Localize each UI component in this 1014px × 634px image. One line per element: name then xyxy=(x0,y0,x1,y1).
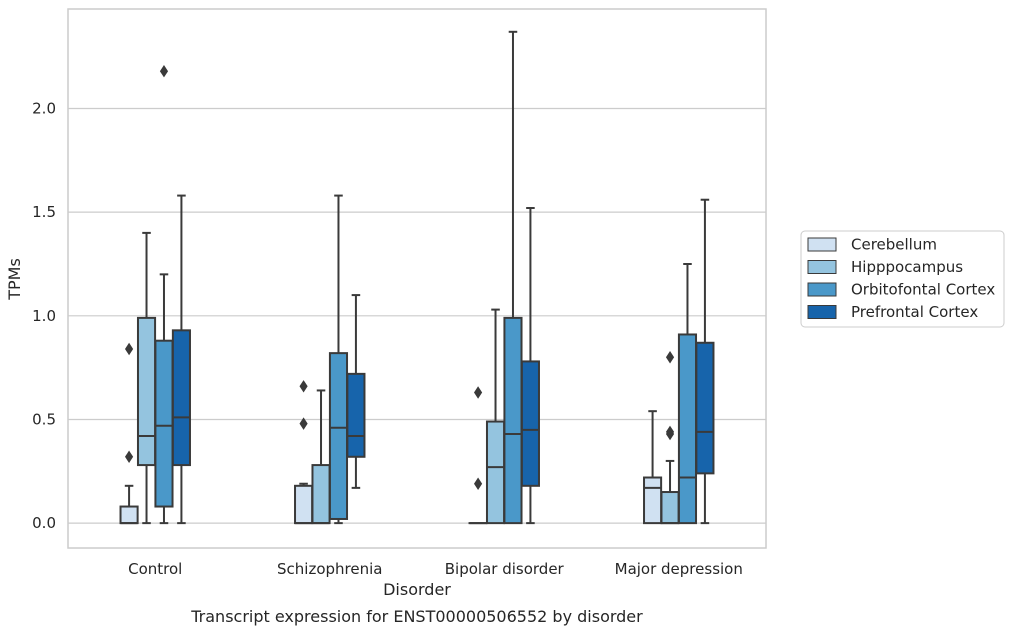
box-group xyxy=(643,198,715,525)
box-body xyxy=(643,476,663,525)
outlier-marker xyxy=(473,386,483,399)
legend-label: Orbitofontal Cortex xyxy=(851,281,995,299)
outlier-marker xyxy=(159,64,169,78)
outlier-marker xyxy=(299,417,308,430)
y-tick-label: 0.5 xyxy=(32,410,56,428)
y-axis-ticks: 0.0 0.5 1.0 1.5 2.0 xyxy=(32,100,56,533)
outlier-marker xyxy=(124,342,134,356)
box-body xyxy=(154,339,174,508)
legend-swatch xyxy=(807,260,837,274)
box-body xyxy=(485,420,506,525)
outlier-marker xyxy=(473,477,483,490)
y-axis-title: TPMs xyxy=(5,258,24,301)
x-tick-label: Control xyxy=(128,560,182,578)
box-body xyxy=(660,491,680,525)
box-body xyxy=(311,464,331,525)
figure-caption: Transcript expression for ENST0000050655… xyxy=(190,607,643,626)
box-body xyxy=(294,484,314,525)
box-body xyxy=(346,372,366,458)
box-group xyxy=(468,30,540,525)
legend-swatch xyxy=(807,282,837,297)
box-groups xyxy=(119,30,715,525)
box-body xyxy=(136,316,157,467)
y-tick-label: 0.0 xyxy=(32,514,56,532)
box-body xyxy=(119,505,139,525)
outlier-marker xyxy=(665,425,675,439)
legend-label: Hipppocampus xyxy=(851,258,963,276)
plot-frame xyxy=(67,8,767,549)
y-tick-label: 2.0 xyxy=(32,100,56,118)
box-body xyxy=(503,316,523,525)
box-body xyxy=(520,360,540,487)
box-group xyxy=(294,194,366,525)
box-body xyxy=(171,329,191,467)
box-group xyxy=(119,64,191,525)
legend: Cerebellum Hipppocampus Orbitofontal Corte… xyxy=(800,230,1005,328)
y-tick-label: 1.5 xyxy=(32,203,56,221)
outlier-marker xyxy=(665,351,675,364)
x-tick-label: Schizophrenia xyxy=(277,560,382,578)
x-tick-label: Bipolar disorder xyxy=(445,560,565,578)
outlier-marker xyxy=(124,450,134,464)
legend-label: Cerebellum xyxy=(851,236,937,254)
x-axis-title: Disorder xyxy=(383,580,451,599)
x-axis-ticks: Control Schizophrenia Bipolar disorder Majo… xyxy=(128,560,743,578)
y-tick-label: 1.0 xyxy=(32,307,56,325)
box-body xyxy=(677,333,698,525)
legend-swatch xyxy=(807,305,837,319)
box-body xyxy=(695,341,715,475)
legend-frame xyxy=(800,230,1005,328)
x-tick-label: Major depression xyxy=(615,560,743,578)
outlier-marker xyxy=(299,380,308,393)
legend-swatch xyxy=(807,237,837,252)
legend-label: Prefrontal Cortex xyxy=(851,303,978,321)
box-body xyxy=(328,352,349,520)
